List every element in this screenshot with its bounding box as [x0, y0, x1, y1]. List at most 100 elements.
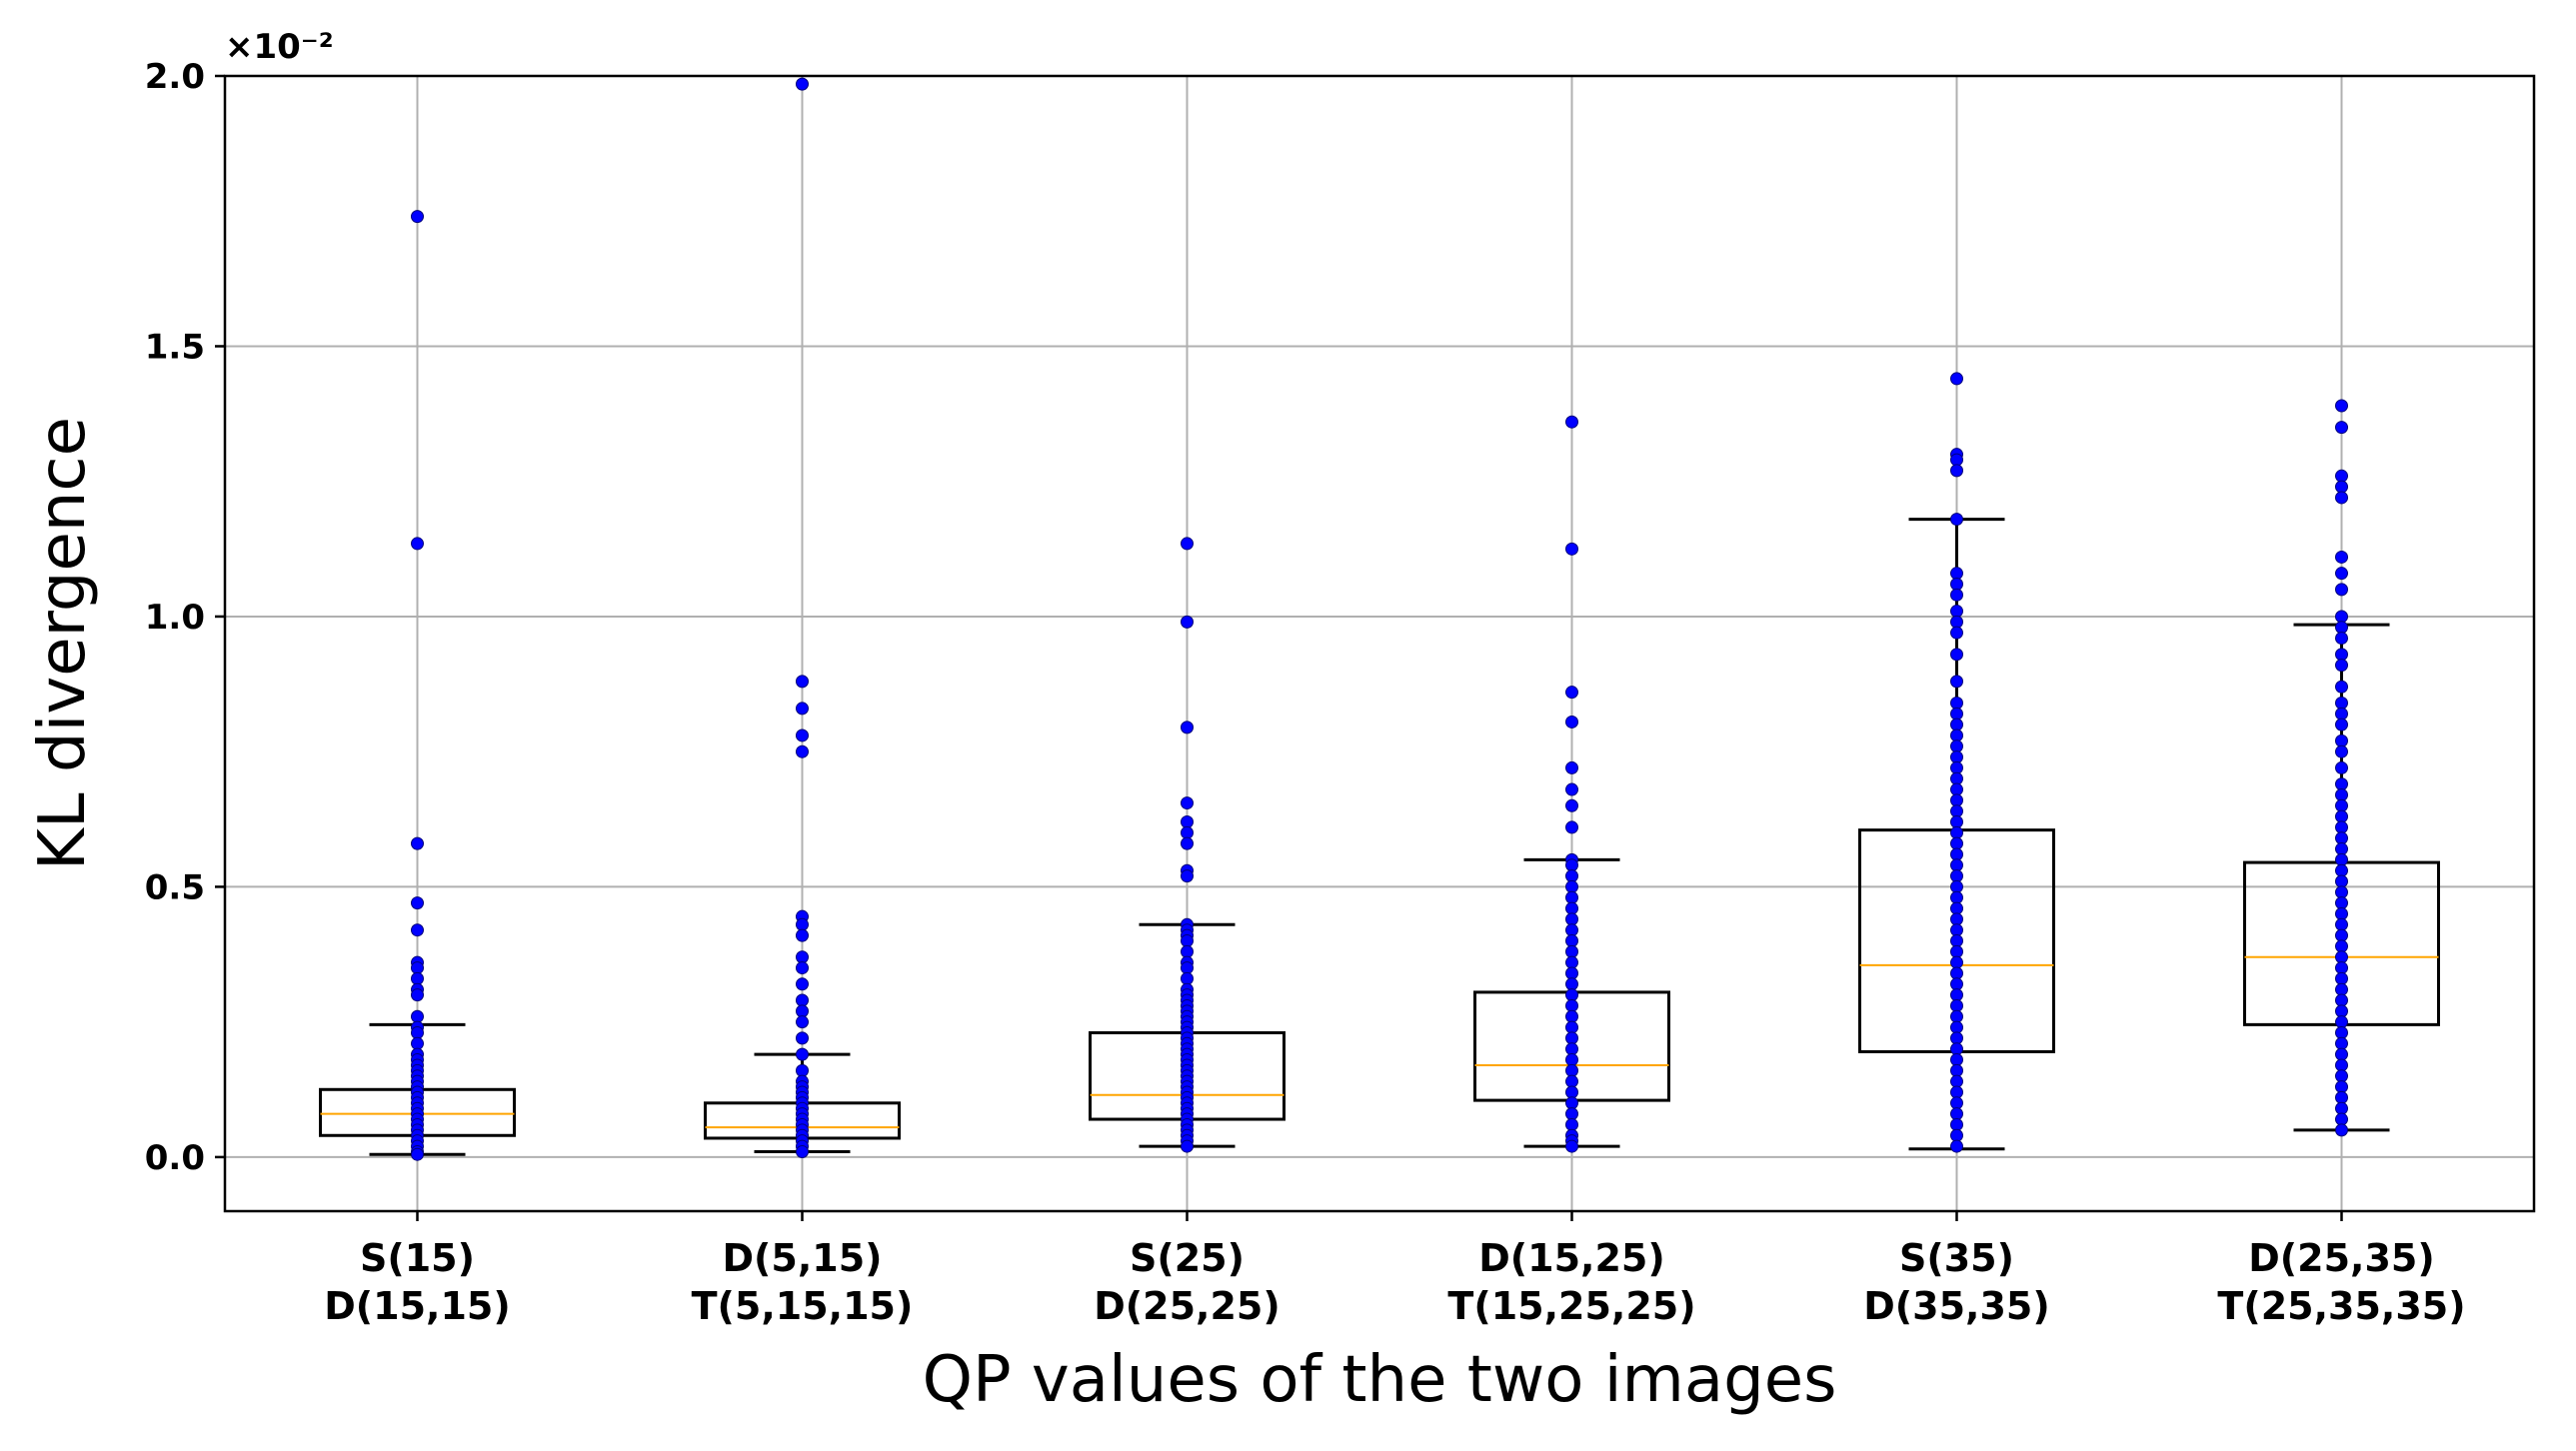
data-point: [1565, 715, 1578, 728]
data-point: [1565, 686, 1578, 700]
data-point: [1950, 728, 1963, 742]
data-point: [1565, 858, 1578, 872]
data-point: [1181, 615, 1194, 629]
y-scale-label: ×10⁻²: [225, 27, 334, 67]
data-point: [2335, 707, 2348, 721]
data-point: [1181, 869, 1194, 883]
data-point: [796, 728, 809, 742]
data-point: [2335, 831, 2348, 845]
x-tick-label-line2: T(15,25,25): [1447, 1284, 1695, 1328]
data-point: [1950, 869, 1963, 883]
data-point: [796, 77, 809, 91]
data-point: [2335, 852, 2348, 866]
data-point: [1181, 825, 1194, 839]
data-point: [2335, 971, 2348, 985]
data-point: [1950, 901, 1963, 915]
data-point: [1565, 879, 1578, 893]
data-point: [1181, 961, 1194, 975]
data-point: [1950, 697, 1963, 711]
data-point: [411, 1009, 424, 1023]
data-point: [1565, 1009, 1578, 1023]
data-point: [1950, 966, 1963, 980]
data-point: [1950, 1009, 1963, 1023]
data-point: [1565, 820, 1578, 834]
data-point: [2335, 993, 2348, 1007]
data-point: [411, 1147, 424, 1161]
data-point: [796, 1144, 809, 1158]
data-point: [1950, 955, 1963, 969]
data-point: [1565, 977, 1578, 991]
x-tick-label-line1: S(15): [360, 1236, 475, 1280]
data-point: [411, 988, 424, 1002]
data-point: [1950, 1107, 1963, 1121]
data-point: [1950, 923, 1963, 937]
plot-frame: [223, 74, 2536, 1213]
data-point: [2335, 1090, 2348, 1104]
data-point: [2335, 777, 2348, 791]
data-point: [1950, 1031, 1963, 1045]
data-point: [2335, 982, 2348, 996]
data-point: [1950, 934, 1963, 948]
data-point: [1950, 890, 1963, 904]
data-point: [1181, 944, 1194, 958]
data-point: [1950, 977, 1963, 991]
x-tick-label-line1: S(35): [1899, 1236, 2014, 1280]
data-point: [2335, 863, 2348, 877]
data-point: [2335, 961, 2348, 975]
data-point: [1565, 966, 1578, 980]
data-point: [411, 971, 424, 985]
data-point: [2335, 399, 2348, 413]
data-point: [2335, 583, 2348, 597]
data-point: [1950, 675, 1963, 689]
data-point: [1565, 1107, 1578, 1121]
data-point: [2335, 1036, 2348, 1050]
data-point: [1181, 721, 1194, 734]
x-tick-label-line1: D(25,35): [2248, 1236, 2434, 1280]
data-point: [1565, 1085, 1578, 1099]
data-point: [2335, 1080, 2348, 1094]
data-point: [1950, 464, 1963, 478]
data-point: [2335, 1123, 2348, 1137]
grid-layer: [225, 75, 2534, 1211]
data-point: [796, 1063, 809, 1077]
data-point: [1950, 453, 1963, 467]
data-point: [1565, 1139, 1578, 1153]
data-point: [1950, 912, 1963, 926]
data-point: [1950, 1139, 1963, 1153]
data-point: [1950, 605, 1963, 619]
data-point: [1950, 836, 1963, 850]
data-point: [411, 961, 424, 975]
axis-layer: ×10⁻² QP values of the two images KL div…: [26, 27, 2536, 1417]
data-point: [2335, 820, 2348, 834]
data-point: [411, 923, 424, 937]
data-point: [1950, 648, 1963, 662]
data-point: [2335, 760, 2348, 774]
data-point: [2335, 491, 2348, 505]
x-tick-label-line1: S(25): [1130, 1236, 1245, 1280]
data-point: [2335, 885, 2348, 899]
data-point: [2335, 798, 2348, 812]
data-point: [796, 744, 809, 758]
data-point: [1565, 869, 1578, 883]
data-point: [2335, 787, 2348, 801]
data-point: [2335, 1004, 2348, 1018]
data-point: [2335, 1015, 2348, 1029]
data-point: [796, 928, 809, 942]
data-point: [2335, 842, 2348, 856]
data-point: [1565, 782, 1578, 796]
y-axis-title: KL divergence: [26, 417, 100, 870]
data-point: [1565, 988, 1578, 1002]
data-point: [1181, 934, 1194, 948]
data-point: [796, 1015, 809, 1029]
data-point: [1950, 1074, 1963, 1088]
data-point: [1181, 836, 1194, 850]
data-point: [2335, 896, 2348, 910]
x-tick-label-line2: D(15,15): [324, 1284, 510, 1328]
data-point: [1565, 1063, 1578, 1077]
data-point: [1950, 879, 1963, 893]
data-point: [1950, 372, 1963, 386]
data-point: [1565, 1020, 1578, 1034]
data-point: [1181, 537, 1194, 551]
